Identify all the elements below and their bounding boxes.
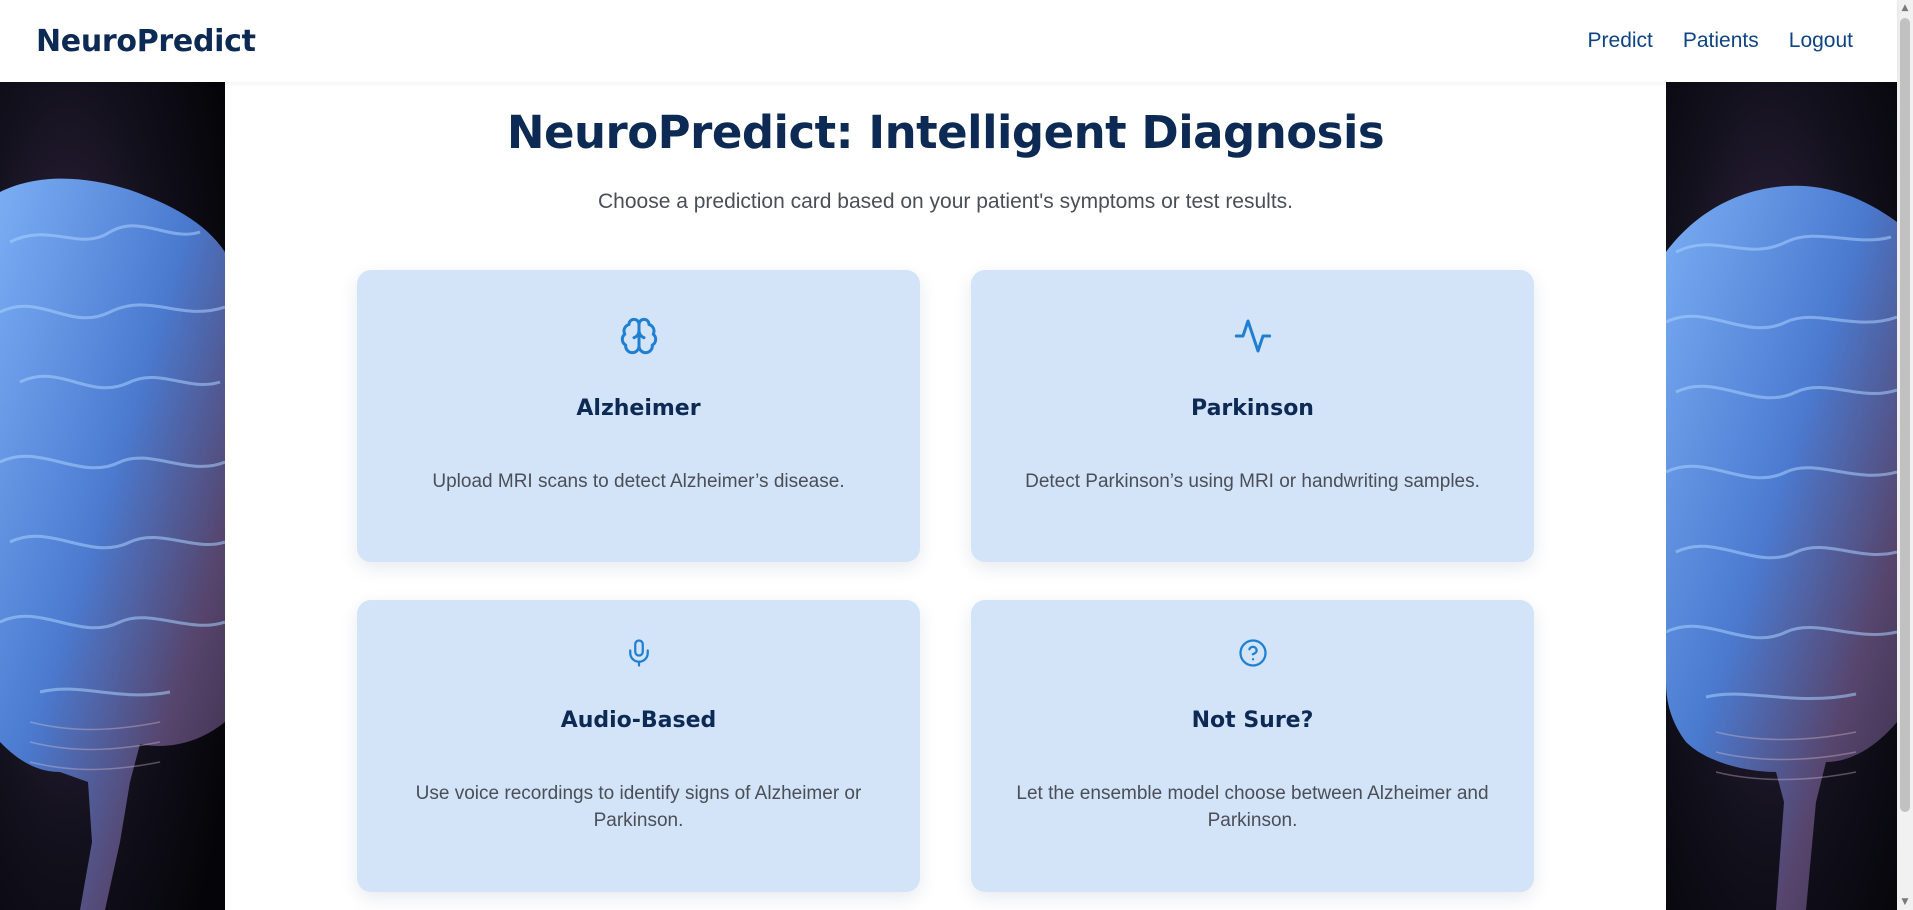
card-description: Detect Parkinson’s using MRI or handwrit…: [1025, 471, 1480, 492]
brain-image-left: [0, 82, 225, 910]
brain-image-right: [1666, 82, 1897, 910]
card-title: Not Sure?: [1191, 708, 1314, 733]
activity-icon: [1233, 316, 1273, 360]
card-audio-based[interactable]: Audio-Based Use voice recordings to iden…: [357, 600, 920, 892]
brain-illustration-left: [0, 82, 225, 910]
main-content: NeuroPredict: Intelligent Diagnosis Choo…: [225, 82, 1666, 910]
nav-link-patients[interactable]: Patients: [1682, 29, 1759, 52]
card-alzheimer[interactable]: Alzheimer Upload MRI scans to detect Alz…: [357, 270, 920, 562]
nav-link-predict[interactable]: Predict: [1587, 29, 1653, 52]
nav-links: Predict Patients Logout: [1588, 29, 1853, 53]
nav-link-logout[interactable]: Logout: [1788, 29, 1853, 52]
card-parkinson[interactable]: Parkinson Detect Parkinson’s using MRI o…: [971, 270, 1534, 562]
brain-icon: [619, 316, 659, 360]
page-title: NeuroPredict: Intelligent Diagnosis: [506, 106, 1385, 159]
navbar: NeuroPredict Predict Patients Logout: [0, 0, 1897, 82]
question-circle-icon: [1238, 638, 1268, 672]
scroll-down-arrow-icon[interactable]: ▼: [1901, 897, 1909, 907]
card-description: Use voice recordings to identify signs o…: [415, 783, 862, 831]
scrollbar-thumb[interactable]: [1900, 18, 1910, 812]
card-description: Let the ensemble model choose between Al…: [1016, 783, 1489, 831]
brand-logo[interactable]: NeuroPredict: [36, 23, 256, 59]
vertical-scrollbar[interactable]: ▲ ▼: [1897, 0, 1913, 910]
page-subtitle: Choose a prediction card based on your p…: [597, 190, 1294, 213]
microphone-icon: [624, 638, 654, 672]
brain-illustration-right: [1666, 82, 1897, 910]
card-title: Alzheimer: [576, 396, 701, 421]
card-not-sure[interactable]: Not Sure? Let the ensemble model choose …: [971, 600, 1534, 892]
scroll-up-arrow-icon[interactable]: ▲: [1901, 3, 1909, 13]
card-title: Parkinson: [1191, 396, 1314, 421]
card-title: Audio-Based: [560, 708, 717, 733]
card-description: Upload MRI scans to detect Alzheimer’s d…: [432, 471, 845, 492]
